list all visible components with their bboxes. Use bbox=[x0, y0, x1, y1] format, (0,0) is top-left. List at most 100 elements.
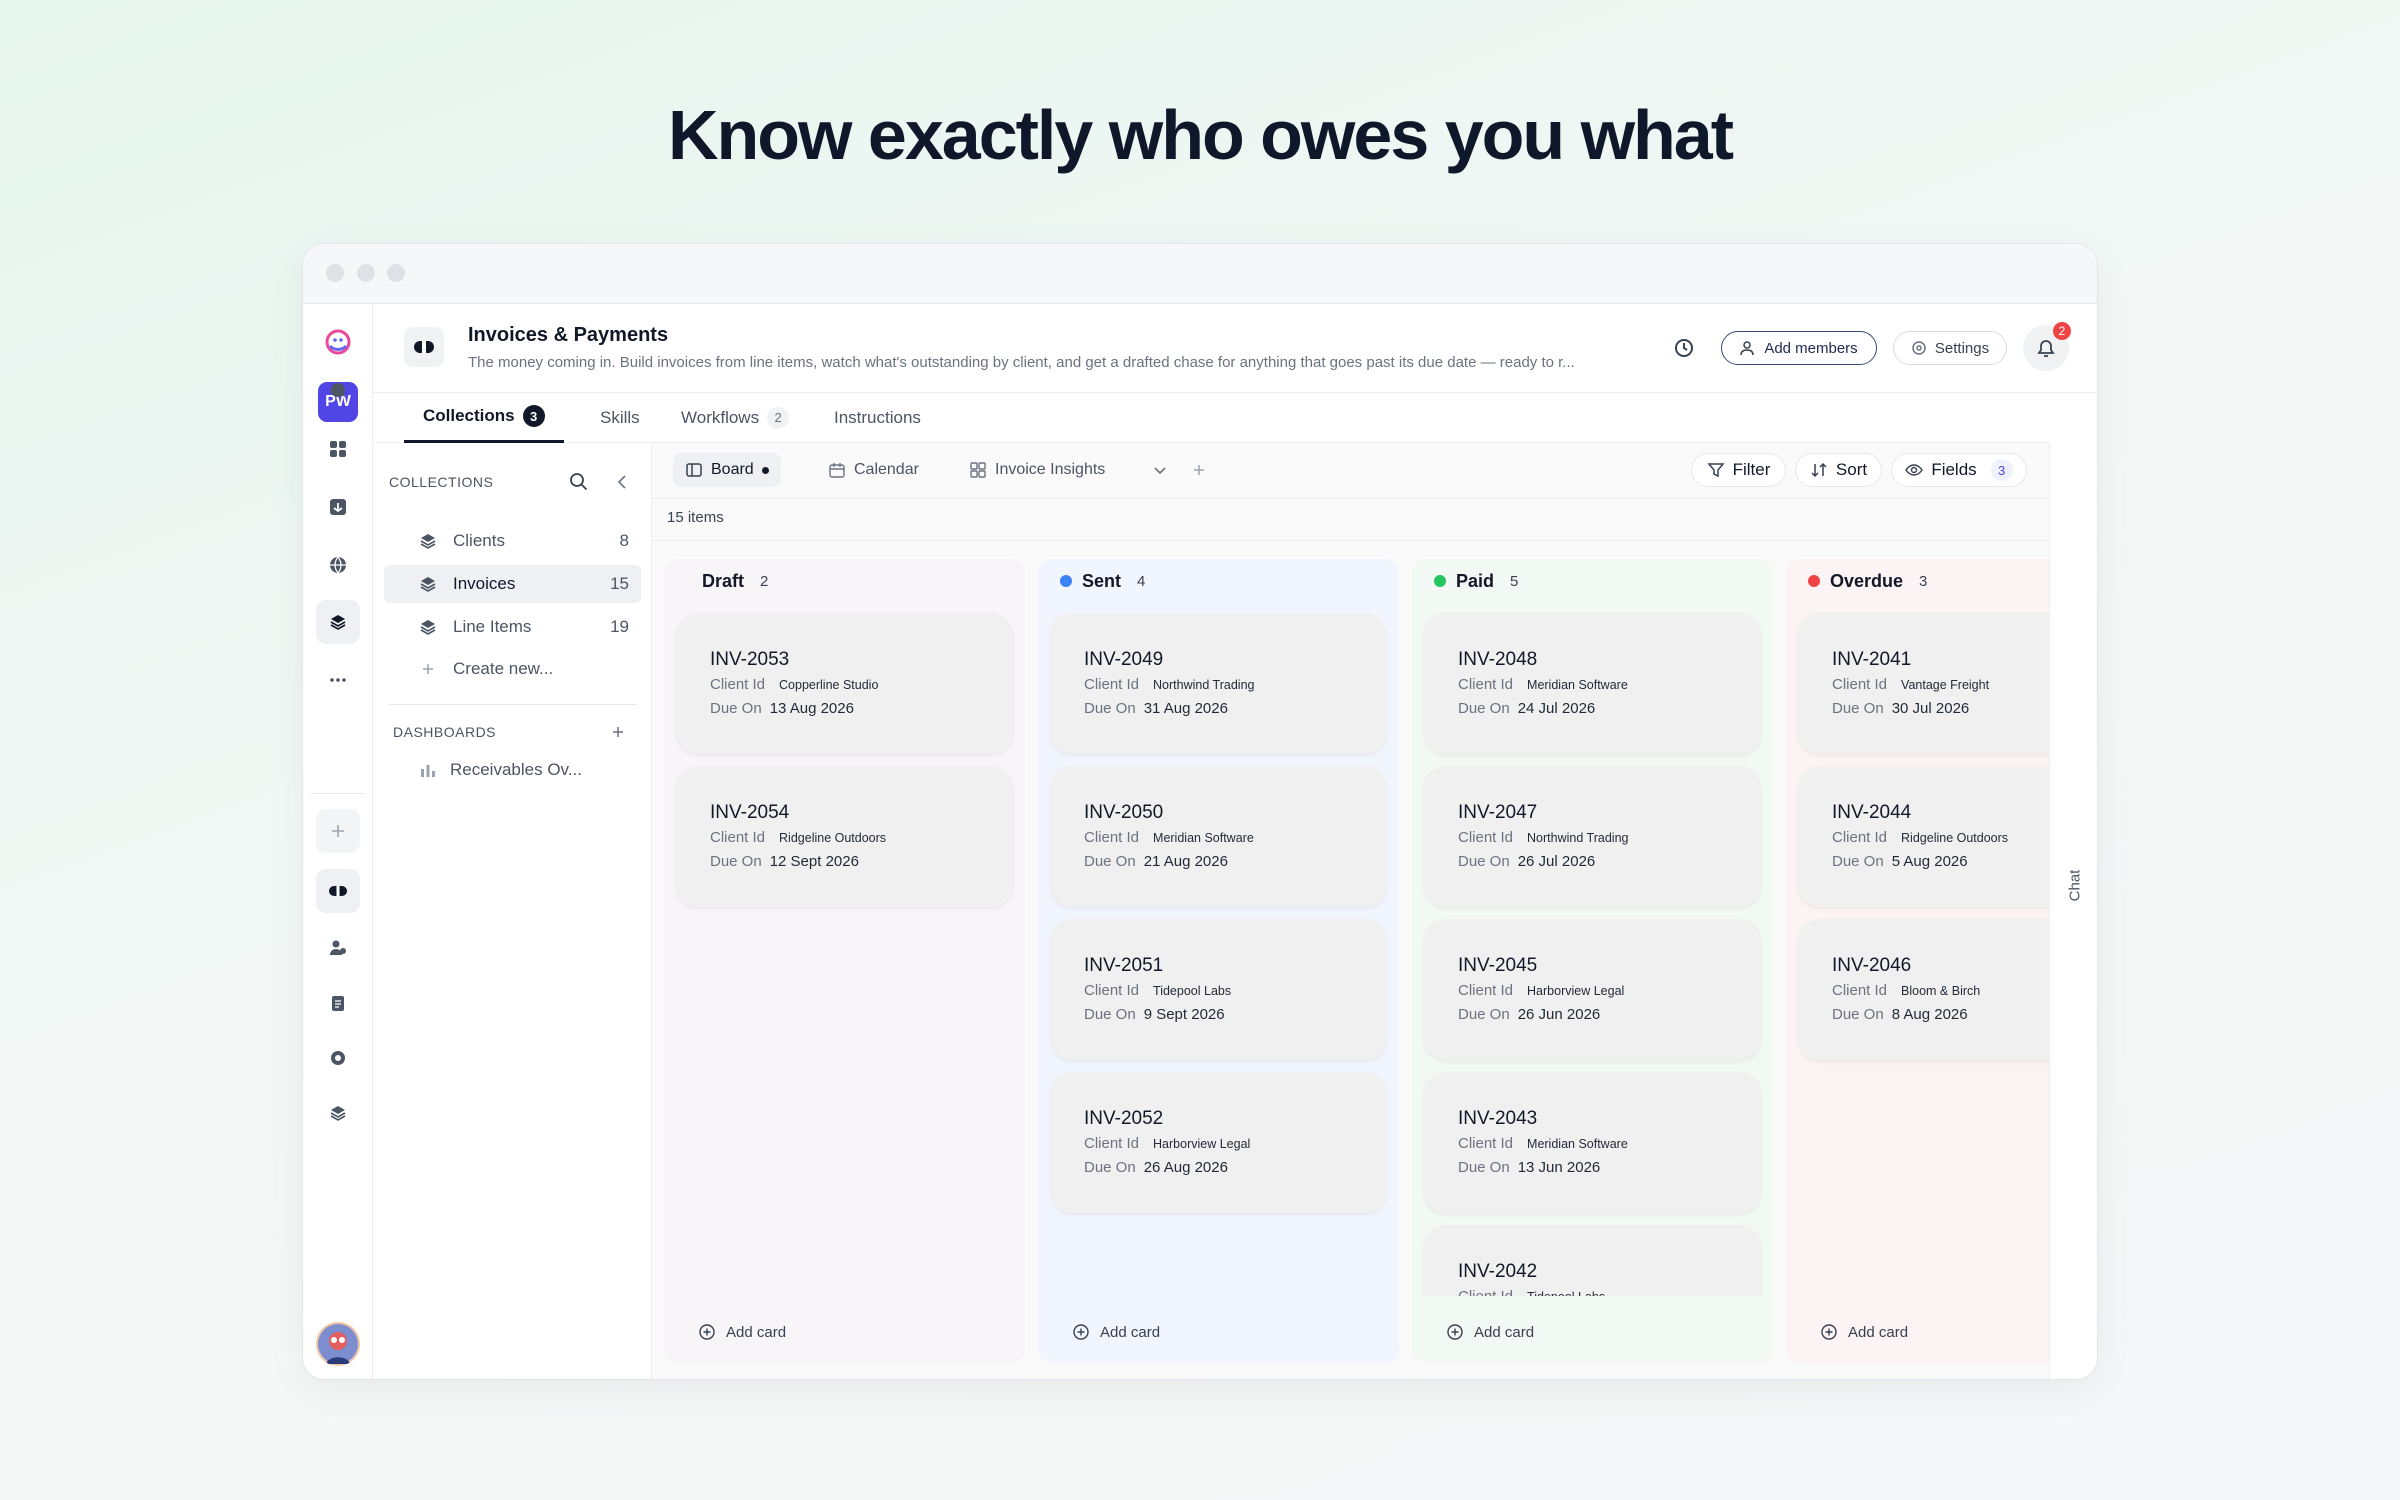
card-list: INV-2041 Client Id Vantage Freight Due On 30… bbox=[1786, 605, 2049, 1296]
rail-button[interactable] bbox=[316, 600, 360, 644]
rail-button[interactable] bbox=[316, 869, 360, 913]
invoice-card[interactable]: INV-2047 Client Id Northwind Trading Due On… bbox=[1424, 766, 1761, 907]
view-tab[interactable]: Calendar bbox=[816, 453, 931, 487]
view-tab[interactable]: Invoice Insights bbox=[957, 453, 1117, 487]
icon bbox=[414, 341, 434, 353]
collapse-button[interactable] bbox=[613, 472, 633, 497]
icon-shape bbox=[1743, 341, 1752, 349]
tab-bar: Collections 3 Skills Workflows 2 Instructions bbox=[373, 392, 2049, 443]
invoice-card[interactable]: INV-2050 Client Id Meridian Software Due On… bbox=[1050, 766, 1387, 907]
field-label: Client Id bbox=[1458, 982, 1514, 999]
icon bbox=[685, 461, 703, 479]
sort-button[interactable]: Sort bbox=[1795, 453, 1882, 487]
icon bbox=[331, 1051, 345, 1065]
rail-button[interactable] bbox=[316, 926, 360, 970]
icon-shape bbox=[1675, 339, 1693, 357]
rail-button[interactable] bbox=[316, 427, 360, 471]
icon bbox=[418, 760, 438, 780]
icon bbox=[1811, 462, 1827, 478]
rail-button[interactable] bbox=[316, 658, 360, 702]
filter-button[interactable]: Filter bbox=[1691, 453, 1786, 487]
icon-shape bbox=[1683, 343, 1688, 351]
chat-panel[interactable]: Chat bbox=[2049, 443, 2097, 1379]
icon bbox=[330, 382, 345, 397]
board: Board Calendar Invoice Insights Filter Sort F… bbox=[652, 443, 2049, 1379]
icon bbox=[328, 1048, 348, 1068]
collection-item[interactable]: Clients 8 bbox=[384, 522, 641, 560]
icon-shape bbox=[686, 463, 702, 477]
invoice-card[interactable]: INV-2051 Client Id Tidepool Labs Due On 9 Se… bbox=[1050, 919, 1387, 1060]
invoice-card[interactable]: INV-2053 Client Id Copperline Studio Due On… bbox=[676, 613, 1013, 754]
tab[interactable]: Workflows 2 bbox=[662, 392, 808, 443]
create-collection[interactable]: Create new... bbox=[384, 650, 641, 688]
fields-button[interactable]: Fields 3 bbox=[1891, 453, 2027, 487]
rail-button[interactable] bbox=[316, 1036, 360, 1080]
add-card-button[interactable]: Add card bbox=[698, 1323, 786, 1341]
due-date: 21 Aug 2026 bbox=[1143, 853, 1228, 870]
collection-item[interactable]: Line Items 19 bbox=[384, 608, 641, 646]
search-button[interactable] bbox=[569, 472, 589, 497]
collection-item[interactable]: Invoices 15 bbox=[384, 565, 641, 603]
board-column: Sent 4 INV-2049 Client Id Northwind Trading D… bbox=[1038, 559, 1399, 1363]
due-row: Due On 26 Aug 2026 bbox=[1084, 1159, 1228, 1176]
invoice-card[interactable]: INV-2045 Client Id Harborview Legal Due On 2… bbox=[1424, 919, 1761, 1060]
icon bbox=[328, 439, 348, 459]
icon-shape bbox=[829, 464, 845, 478]
due-date: 26 Aug 2026 bbox=[1143, 1159, 1228, 1176]
icon bbox=[1707, 461, 1725, 479]
client-name: Copperline Studio bbox=[779, 678, 879, 692]
icon-shape bbox=[421, 534, 435, 542]
column-count: 5 bbox=[1510, 572, 1519, 590]
invoice-card[interactable]: INV-2049 Client Id Northwind Trading Due On… bbox=[1050, 613, 1387, 754]
column-name: Paid bbox=[1456, 570, 1495, 591]
view-tab[interactable]: Board bbox=[673, 453, 781, 487]
rail-button[interactable] bbox=[316, 485, 360, 529]
invoice-id: INV-2049 bbox=[1084, 649, 1164, 670]
views-menu[interactable] bbox=[1150, 460, 1170, 485]
tab[interactable]: Skills bbox=[581, 392, 659, 443]
app-logo bbox=[316, 320, 360, 364]
history-button[interactable] bbox=[1673, 337, 1695, 359]
add-space-button[interactable] bbox=[316, 809, 360, 853]
icon bbox=[699, 1324, 715, 1340]
section-heading: COLLECTIONS bbox=[389, 474, 494, 490]
icon bbox=[828, 461, 846, 479]
field-label: Client Id bbox=[1084, 1135, 1140, 1152]
invoice-card[interactable]: INV-2043 Client Id Meridian Software Due On… bbox=[1424, 1072, 1761, 1213]
invoice-card[interactable]: INV-2052 Client Id Harborview Legal Due On 2… bbox=[1050, 1072, 1387, 1213]
add-dashboard[interactable] bbox=[608, 722, 628, 747]
invoice-card[interactable]: INV-2044 Client Id Ridgeline Outdoors Due O… bbox=[1798, 766, 2049, 907]
rail-button[interactable] bbox=[316, 543, 360, 587]
rail-button[interactable] bbox=[316, 368, 360, 412]
icon bbox=[420, 534, 436, 549]
icon bbox=[1912, 341, 1926, 355]
rail-button[interactable] bbox=[316, 1091, 360, 1135]
add-card-button[interactable]: Add card bbox=[1446, 1323, 1534, 1341]
invoice-card[interactable]: INV-2042 Client Id Tidepool Labs bbox=[1424, 1225, 1761, 1296]
icon-shape bbox=[326, 1357, 350, 1364]
invoice-card[interactable]: INV-2046 Client Id Bloom & Birch Due On 8 Au… bbox=[1798, 919, 2049, 1060]
invoice-card[interactable]: INV-2041 Client Id Vantage Freight Due On 30… bbox=[1798, 613, 2049, 754]
tab[interactable]: Instructions bbox=[815, 392, 940, 443]
dashboard-item[interactable]: Receivables Ov... bbox=[384, 751, 641, 789]
add-card-button[interactable]: Add card bbox=[1072, 1323, 1160, 1341]
field-label: Client Id bbox=[1458, 676, 1514, 693]
invoice-card[interactable]: INV-2048 Client Id Meridian Software Due On… bbox=[1424, 613, 1761, 754]
app-window: PW Invoices & Payments The money coming … bbox=[302, 243, 2098, 1380]
settings-button[interactable]: Settings bbox=[1893, 331, 2007, 365]
rail-button[interactable] bbox=[316, 981, 360, 1025]
icon bbox=[325, 329, 351, 355]
window-dot bbox=[387, 264, 405, 282]
add-card-label: Add card bbox=[1474, 1323, 1535, 1341]
invoice-card[interactable]: INV-2054 Client Id Ridgeline Outdoors Due O… bbox=[676, 766, 1013, 907]
user-avatar[interactable] bbox=[316, 1322, 360, 1366]
client-name: Meridian Software bbox=[1527, 1137, 1628, 1151]
add-card-button[interactable]: Add card bbox=[1820, 1323, 1908, 1341]
add-members-button[interactable]: Add members bbox=[1721, 331, 1877, 365]
icon bbox=[328, 938, 348, 958]
tab[interactable]: Collections 3 bbox=[404, 392, 564, 443]
button-label: Add members bbox=[1764, 339, 1858, 357]
status-dot bbox=[1808, 575, 1820, 587]
add-view[interactable] bbox=[1189, 460, 1209, 485]
invoice-id: INV-2048 bbox=[1458, 649, 1538, 670]
